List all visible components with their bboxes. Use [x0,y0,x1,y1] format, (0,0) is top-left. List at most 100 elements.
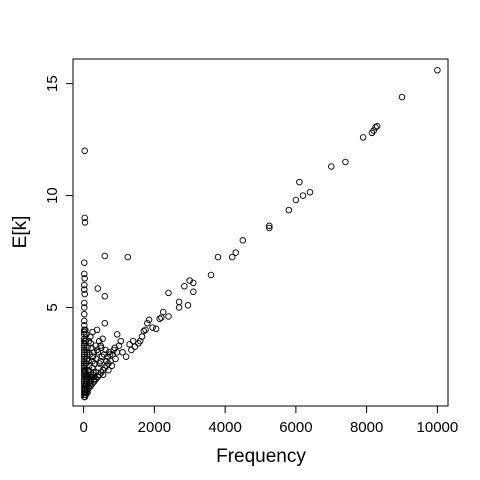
data-point [82,337,89,345]
data-point [239,237,247,244]
data-point [266,222,273,230]
data-point [84,344,91,352]
data-point [82,326,89,334]
data-point [175,304,183,311]
data-point [342,158,349,166]
y-axis: 5 10 15 [44,75,73,312]
data-point [159,308,167,316]
plot-frame [72,58,449,407]
data-point [87,378,95,385]
data-point [105,349,113,356]
points-layer [81,66,441,401]
x-tick-label: 2000 [138,419,171,436]
data-point [97,357,104,365]
data-point [101,293,109,300]
data-point [81,317,88,325]
data-point [175,298,183,306]
x-axis-label: Frequency [216,446,306,467]
data-point [81,290,88,298]
data-point [81,322,88,329]
data-point [359,134,367,141]
data-point [81,373,88,381]
data-point [81,219,89,226]
data-point [97,342,104,349]
data-point [228,253,236,261]
data-point [90,369,97,376]
data-point [113,349,121,356]
data-point [81,362,88,369]
data-point [101,252,109,260]
data-point [91,360,99,367]
y-tick-label: 15 [44,75,61,92]
data-point [98,369,105,376]
data-point [131,343,139,350]
data-point [328,163,335,170]
data-point [190,288,197,296]
y-axis-label: E[k] [10,216,31,249]
data-point [81,281,88,289]
x-axis: 0 2000 4000 6000 8000 10000 [79,406,458,436]
y-tick-label: 5 [44,303,61,311]
data-point [129,337,137,345]
data-point [372,124,379,131]
data-point [94,285,102,292]
data-point [138,333,146,340]
data-point [99,335,106,343]
data-point [95,364,102,372]
data-point [83,373,91,381]
data-point [82,366,89,374]
data-point [136,337,144,345]
x-tick-label: 0 [79,419,87,436]
data-point [81,331,88,338]
data-point [266,224,273,232]
data-point [101,364,109,372]
data-point [81,147,88,155]
data-point [93,346,101,354]
data-point [207,271,215,279]
data-point [373,122,381,130]
data-point [292,196,300,204]
data-point [142,326,149,334]
data-point [81,310,88,318]
data-point [107,357,114,365]
data-point [306,188,314,196]
data-point [81,214,88,222]
data-point [89,353,97,360]
data-point [81,349,88,356]
data-point [82,360,90,367]
data-point [119,349,126,356]
data-point [103,362,110,369]
data-point [81,344,88,352]
data-point [81,286,88,293]
x-tick-label: 6000 [279,419,312,436]
data-point [434,66,441,74]
data-point [214,253,222,261]
data-point [83,355,91,363]
data-point [140,327,148,335]
data-point [368,129,376,137]
data-point [91,373,98,381]
x-tick-label: 4000 [208,419,241,436]
data-point [84,389,91,396]
data-point [81,270,88,278]
x-tick-label: 8000 [350,419,383,436]
data-point [81,275,88,282]
data-point [89,328,96,336]
data-point [92,342,99,349]
data-point [156,315,163,322]
data-point [81,299,88,307]
data-point [285,206,293,214]
data-point [232,249,239,256]
data-point [85,337,93,345]
data-point [81,259,88,266]
data-point [128,346,135,354]
data-point [126,341,133,348]
data-point [398,93,406,101]
data-point [165,313,172,320]
data-point [117,337,125,345]
data-point [184,302,192,309]
data-point [82,382,89,390]
data-point [144,319,151,327]
data-point [122,353,130,360]
